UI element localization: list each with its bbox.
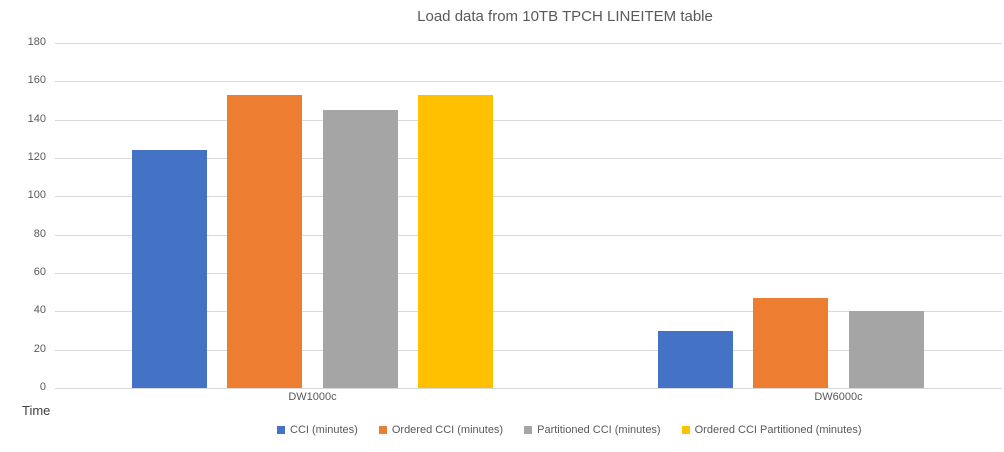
bar [227, 94, 303, 388]
legend: CCI (minutes) Ordered CCI (minutes) Partit… [277, 424, 862, 436]
legend-item: Ordered CCI Partitioned (minutes) [681, 424, 862, 436]
legend-item: Ordered CCI (minutes) [378, 424, 504, 436]
chart-title: Load data from 10TB TPCH LINEITEM table [417, 8, 713, 25]
gridline [55, 196, 1002, 198]
bar [753, 297, 829, 388]
bar [322, 110, 398, 388]
legend-label: CCI (minutes) [290, 424, 358, 436]
legend-label: Partitioned CCI (minutes) [537, 424, 661, 436]
legend-item: CCI (minutes) [277, 424, 358, 436]
y-tick-label: 60 [33, 266, 46, 278]
y-tick-label: 160 [27, 74, 46, 87]
gridline [55, 158, 1002, 159]
legend-label: Ordered CCI Partitioned (minutes) [694, 424, 862, 436]
gridline [55, 81, 1002, 83]
y-tick-label: 180 [27, 36, 46, 48]
gridline [55, 234, 1002, 236]
time-axis-title: Time [22, 403, 51, 418]
gridline [55, 388, 1002, 389]
y-tick-label: 0 [39, 381, 46, 393]
gridline [55, 311, 1002, 313]
legend-label: Ordered CCI (minutes) [391, 424, 504, 436]
gridline [55, 273, 1002, 274]
bar [132, 150, 207, 388]
y-tick-label: 120 [27, 151, 46, 163]
y-tick-label: 100 [27, 189, 46, 202]
gridline [55, 43, 1002, 44]
category-label: DW1000c [288, 391, 337, 403]
bar [658, 330, 733, 388]
gridline [55, 349, 1002, 351]
gridline [55, 119, 1002, 121]
bar [848, 311, 924, 388]
y-tick-label: 40 [33, 304, 46, 317]
legend-item: Partitioned CCI (minutes) [524, 424, 661, 436]
category-label: DW6000c [814, 391, 863, 403]
legend-swatch-icon [524, 426, 533, 434]
y-tick-label: 80 [33, 227, 46, 240]
legend-swatch-icon [681, 426, 690, 434]
y-tick-label: 140 [27, 112, 46, 125]
legend-swatch-icon [378, 426, 387, 434]
bar [418, 94, 494, 388]
y-tick-label: 20 [33, 342, 46, 355]
legend-swatch-icon [277, 426, 285, 434]
